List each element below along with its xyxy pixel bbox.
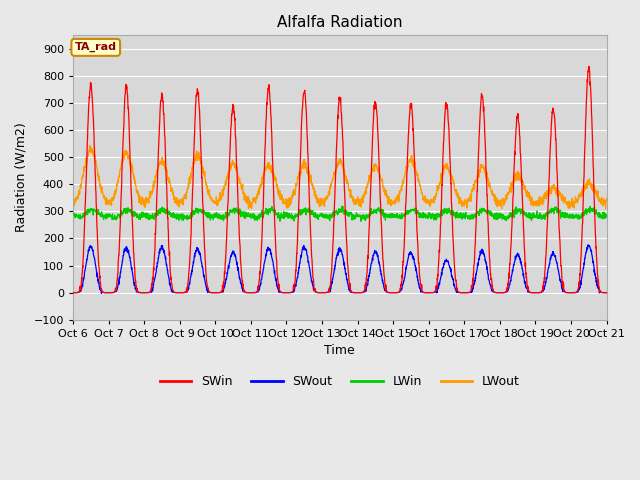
LWout xyxy=(218,192,226,197)
SWout xyxy=(367,264,374,269)
LWin xyxy=(355,214,363,220)
Line: SWin: SWin xyxy=(73,66,607,293)
SWout xyxy=(218,289,226,295)
LWout xyxy=(495,203,503,208)
SWout xyxy=(556,274,563,280)
SWin xyxy=(532,290,540,296)
Line: LWout: LWout xyxy=(73,145,607,209)
LWin xyxy=(357,218,365,224)
SWout xyxy=(69,290,77,296)
LWout xyxy=(244,206,252,212)
LWin xyxy=(367,205,375,211)
LWout xyxy=(367,170,375,176)
LWout xyxy=(86,143,94,148)
LWout xyxy=(556,192,564,198)
SWout xyxy=(571,290,579,296)
SWin xyxy=(218,288,225,294)
X-axis label: Time: Time xyxy=(324,344,355,357)
SWin xyxy=(585,63,593,69)
SWin xyxy=(69,290,77,296)
LWin xyxy=(556,208,564,214)
Line: LWin: LWin xyxy=(73,206,607,221)
SWin xyxy=(367,192,374,198)
SWin xyxy=(355,290,363,296)
SWin xyxy=(556,235,563,240)
Legend: SWin, SWout, LWin, LWout: SWin, SWout, LWin, LWout xyxy=(155,370,525,393)
LWin xyxy=(495,211,503,216)
Text: TA_rad: TA_rad xyxy=(75,42,116,52)
LWout xyxy=(603,195,611,201)
Line: SWout: SWout xyxy=(73,245,607,293)
SWin xyxy=(603,290,611,296)
LWin xyxy=(603,214,611,219)
LWin xyxy=(339,204,346,209)
SWout xyxy=(97,290,105,296)
LWin xyxy=(218,213,225,219)
SWin xyxy=(571,290,579,296)
LWin xyxy=(69,211,77,216)
LWout xyxy=(69,202,77,208)
LWout xyxy=(571,200,579,205)
Title: Alfalfa Radiation: Alfalfa Radiation xyxy=(277,15,403,30)
SWin xyxy=(495,290,502,296)
SWout xyxy=(584,242,591,248)
SWout xyxy=(495,290,502,296)
Y-axis label: Radiation (W/m2): Radiation (W/m2) xyxy=(15,123,28,232)
SWout xyxy=(603,290,611,296)
SWout xyxy=(355,290,363,296)
LWin xyxy=(571,214,579,220)
LWout xyxy=(356,200,364,205)
